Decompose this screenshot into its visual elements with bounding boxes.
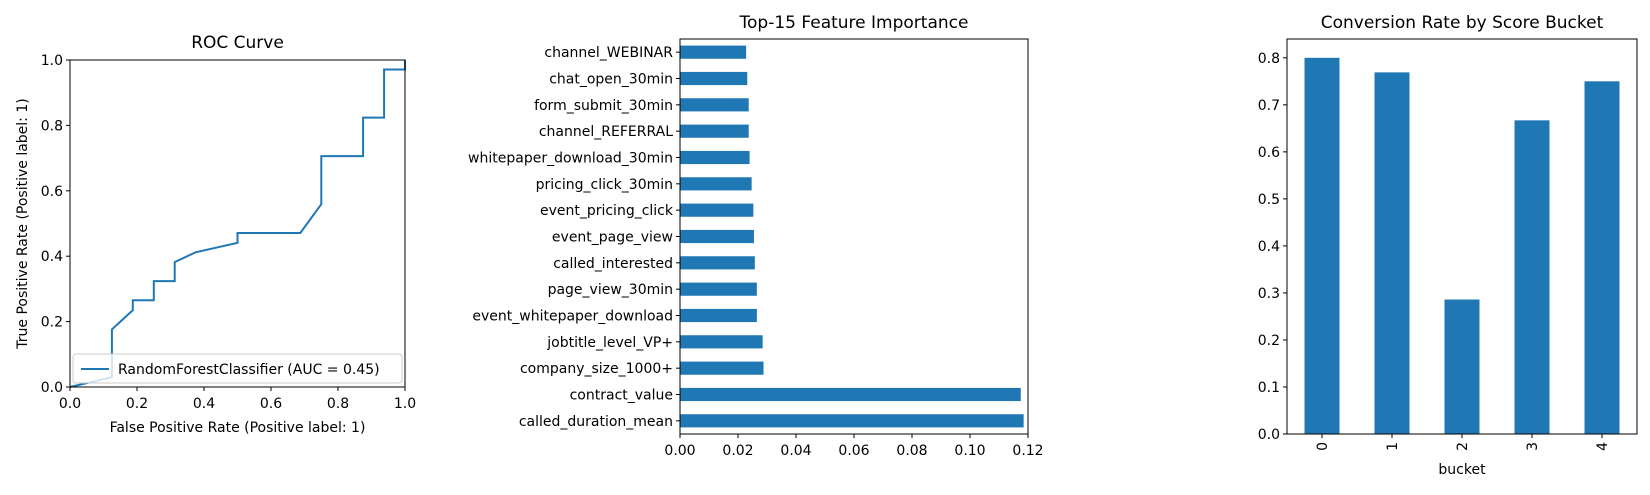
conversion-rate-bar — [1584, 81, 1620, 435]
feature-importance-bar — [680, 124, 749, 138]
roc-x-tick-label: 0.4 — [193, 396, 215, 412]
feature-importance-x-tick-label: 0.10 — [954, 443, 985, 459]
feature-importance-x-tick-label: 0.06 — [838, 443, 869, 459]
feature-name-label: company_size_1000+ — [520, 361, 673, 377]
feature-name-label: pricing_click_30min — [536, 177, 673, 193]
bucket-tick-label: 2 — [1455, 442, 1471, 451]
feature-importance-bar — [680, 177, 752, 191]
feature-name-label: called_duration_mean — [519, 414, 673, 430]
feature-name-label: channel_WEBINAR — [544, 45, 673, 61]
feature-importance-bar — [680, 282, 757, 296]
feature-importance-bar — [680, 335, 763, 349]
bucket-tick-label: 3 — [1525, 442, 1541, 451]
conversion-rate-y-tick-label: 0.4 — [1258, 239, 1280, 255]
roc-plot-frame — [69, 59, 406, 388]
conversion-rate-bar — [1304, 57, 1340, 435]
roc-series — [69, 60, 406, 388]
conversion-rate-y-tick-label: 0.3 — [1258, 286, 1280, 302]
bucket-tick-label: 0 — [1315, 442, 1331, 451]
conversion-rate-y-tick-label: 0.6 — [1258, 145, 1280, 161]
roc-curve-line — [69, 60, 406, 388]
conversion-rate-y-tick-label: 0.1 — [1258, 380, 1280, 396]
conversion-rate-plot-frame — [1286, 38, 1638, 435]
conversion-rate-y-tick-label: 0.0 — [1258, 427, 1280, 443]
feature-name-label: chat_open_30min — [549, 72, 673, 88]
feature-name-label: whitepaper_download_30min — [468, 151, 673, 167]
feature-importance-ticks: called_duration_mean contract_value compan… — [468, 45, 1044, 459]
conversion-rate-y-tick-label: 0.2 — [1258, 333, 1280, 349]
roc-x-tick-label: 0.6 — [260, 396, 282, 412]
conversion-rate-y-tick-label: 0.5 — [1258, 192, 1280, 208]
roc-y-tick-label: 1.0 — [41, 53, 63, 69]
conversion-rate-bar — [1514, 120, 1550, 434]
conversion-rate-bars — [1304, 57, 1620, 435]
roc-y-tick-label: 0.2 — [41, 315, 63, 331]
roc-ticks: 0.0 0.2 0.4 0.6 0.8 1.0 0.0 0.2 0.4 0.6 0.8 1.0 — [41, 53, 416, 412]
roc-y-axis-label: True Positive Rate (Positive label: 1) — [15, 98, 31, 349]
feature-importance-bars — [680, 45, 1024, 428]
feature-importance-bar — [680, 361, 764, 375]
roc-chart-title: ROC Curve — [191, 33, 284, 53]
feature-importance-bar — [680, 229, 754, 244]
conversion-rate-bar — [1444, 299, 1480, 434]
feature-importance-chart: Top-15 Feature Importance called_duratio… — [468, 13, 1044, 459]
feature-name-label: event_pricing_click — [540, 203, 674, 219]
feature-importance-bar — [680, 308, 757, 323]
feature-name-label: channel_REFERRAL — [539, 124, 673, 140]
feature-name-label: page_view_30min — [548, 282, 673, 298]
conversion-rate-y-tick-label: 0.8 — [1258, 51, 1280, 67]
roc-legend-entry: RandomForestClassifier (AUC = 0.45) — [118, 362, 380, 378]
feature-importance-bar — [680, 150, 750, 165]
feature-importance-x-tick-label: 0.04 — [780, 443, 811, 459]
conversion-rate-ticks: 0 1 2 3 4 0.0 0.1 0.2 0.3 0.4 0.5 0.6 0.7 0.8 — [1258, 51, 1611, 451]
feature-importance-x-tick-label: 0.08 — [896, 443, 927, 459]
feature-importance-x-tick-label: 0.02 — [722, 443, 753, 459]
feature-importance-bar — [680, 203, 754, 217]
roc-x-tick-label: 1.0 — [394, 396, 416, 412]
feature-name-label: jobtitle_level_VP+ — [546, 335, 673, 351]
bucket-tick-label: 4 — [1595, 442, 1611, 451]
roc-y-tick-label: 0.6 — [41, 184, 63, 200]
roc-x-tick-label: 0.0 — [59, 396, 81, 412]
feature-importance-bar — [680, 45, 747, 59]
roc-y-tick-label: 0.0 — [41, 380, 63, 396]
conversion-rate-y-tick-label: 0.7 — [1258, 98, 1280, 114]
feature-importance-bar — [680, 71, 748, 86]
feature-name-label: contract_value — [570, 388, 673, 404]
conversion-rate-bar — [1374, 72, 1410, 434]
feature-name-label: event_page_view — [552, 230, 673, 246]
feature-importance-bar — [680, 98, 749, 112]
feature-importance-bar — [680, 414, 1024, 428]
feature-importance-plot-frame — [679, 38, 1029, 435]
conversion-rate-x-axis-label: bucket — [1438, 462, 1486, 478]
roc-x-tick-label: 0.2 — [126, 396, 148, 412]
roc-x-tick-label: 0.8 — [327, 396, 349, 412]
feature-importance-bar — [680, 387, 1021, 402]
roc-y-tick-label: 0.4 — [41, 249, 63, 265]
roc-chart: ROC Curve False Positive Rate (Positive … — [15, 33, 416, 436]
feature-importance-bar — [680, 256, 755, 270]
roc-x-axis-label: False Positive Rate (Positive label: 1) — [110, 420, 366, 436]
feature-importance-x-tick-label: 0.12 — [1012, 443, 1043, 459]
feature-name-label: called_interested — [553, 256, 673, 272]
bucket-tick-label: 1 — [1385, 442, 1401, 451]
conversion-rate-title: Conversion Rate by Score Bucket — [1321, 13, 1604, 33]
roc-y-tick-label: 0.8 — [41, 118, 63, 134]
feature-name-label: event_whitepaper_download — [472, 309, 673, 325]
roc-legend-box — [72, 353, 403, 384]
conversion-rate-chart: Conversion Rate by Score Bucket bucket 0… — [1258, 13, 1638, 478]
roc-legend: RandomForestClassifier (AUC = 0.45) — [72, 353, 403, 384]
feature-importance-title: Top-15 Feature Importance — [739, 13, 969, 33]
feature-name-label: form_submit_30min — [534, 98, 673, 114]
feature-importance-x-tick-label: 0.00 — [664, 443, 695, 459]
